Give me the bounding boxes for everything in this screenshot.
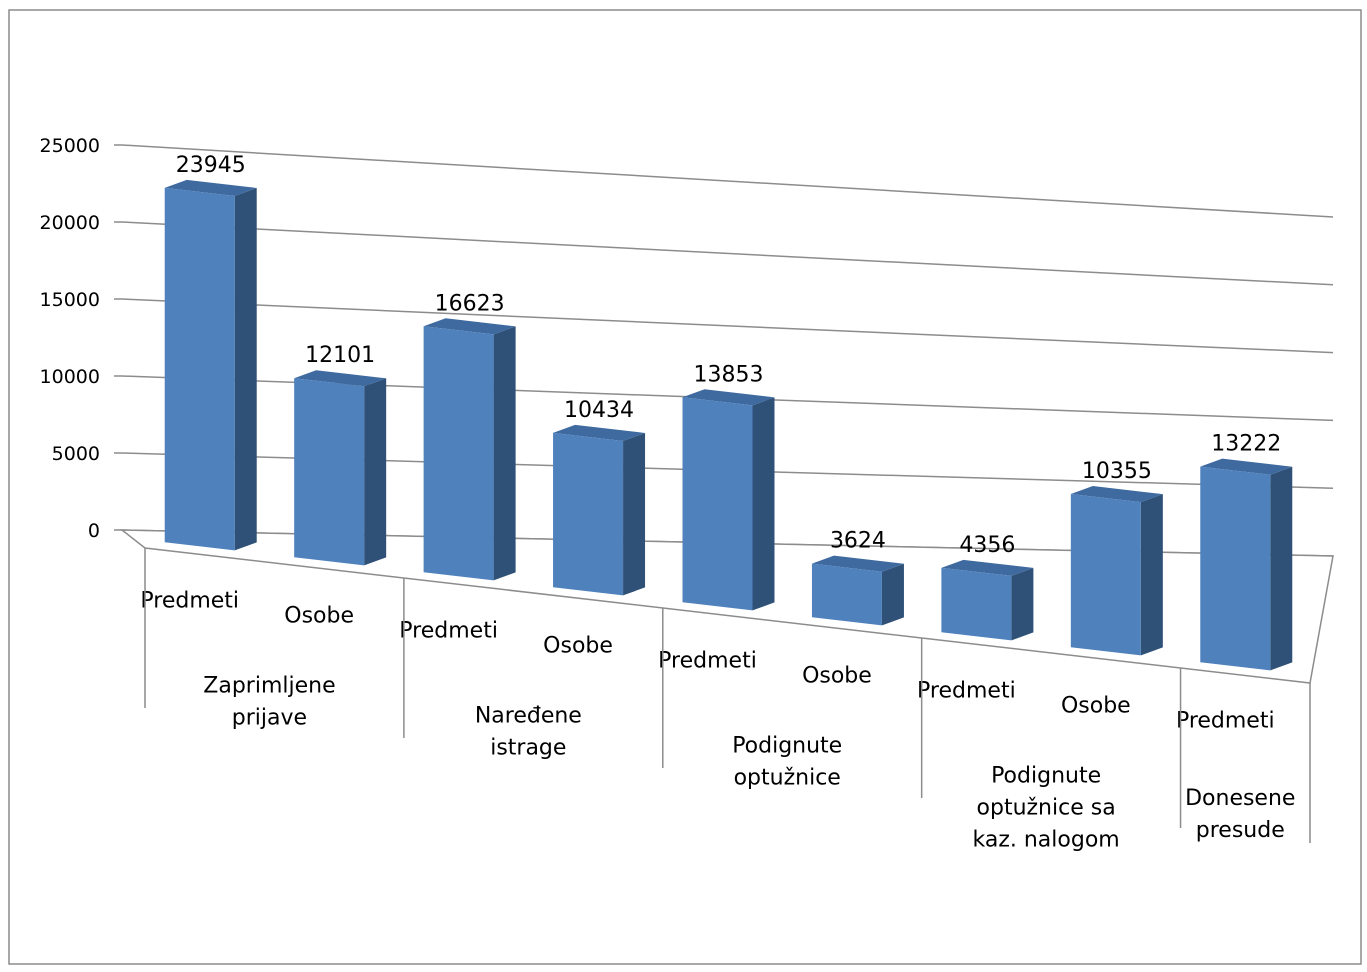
data-label: 13853 xyxy=(694,362,764,387)
y-tick-label: 20000 xyxy=(40,212,100,234)
bar-side xyxy=(493,326,516,581)
bar xyxy=(1200,458,1293,671)
bar-side xyxy=(623,432,646,596)
y-tick-label: 0 xyxy=(88,520,100,542)
bar-front xyxy=(1070,494,1141,656)
group-label: optužnice xyxy=(734,765,841,790)
bar-top xyxy=(553,424,646,441)
data-label: 23945 xyxy=(176,153,246,178)
bar-front xyxy=(941,567,1012,641)
bar-side xyxy=(364,378,387,566)
y-axis-ticks: 0 5000 10000 15000 20000 25000 xyxy=(40,135,122,542)
category-label: Predmeti xyxy=(399,619,498,644)
bar-side xyxy=(881,563,904,626)
group-labels: Zaprimljene prijave Naređene istrage Podignu… xyxy=(144,548,1311,852)
bar-top xyxy=(164,179,257,197)
bar-top xyxy=(1200,458,1293,475)
group-label: Donesene xyxy=(1185,786,1295,811)
category-label: Predmeti xyxy=(658,649,757,674)
bar xyxy=(682,389,775,611)
category-label: Osobe xyxy=(802,664,872,689)
category-label: Predmeti xyxy=(1176,709,1275,734)
y-tick-label: 15000 xyxy=(40,289,100,311)
bar-front xyxy=(294,378,365,566)
bar xyxy=(294,370,387,566)
bar-top xyxy=(294,370,387,387)
category-label: Osobe xyxy=(1061,694,1131,719)
bar xyxy=(811,555,904,626)
bar-front xyxy=(811,563,882,626)
data-label: 10434 xyxy=(564,398,634,423)
y-tick-label: 5000 xyxy=(52,443,100,465)
bar-front xyxy=(553,432,624,596)
data-label: 3624 xyxy=(830,529,886,554)
bar-top xyxy=(811,555,904,572)
bar-front xyxy=(164,187,235,551)
data-label: 10355 xyxy=(1082,459,1152,484)
bar-front xyxy=(423,326,494,581)
bar-top xyxy=(423,318,516,335)
bar-side xyxy=(1011,567,1034,641)
group-label: Podignute xyxy=(991,763,1101,788)
category-label: Predmeti xyxy=(140,589,239,614)
bar-front xyxy=(682,397,753,611)
bar-side xyxy=(234,188,257,551)
data-label: 16623 xyxy=(435,291,505,316)
data-labels: 23945 12101 16623 10434 13853 3624 4356 10355 13… xyxy=(176,153,1282,558)
bar-side xyxy=(1140,494,1163,656)
bar-side xyxy=(1270,466,1293,671)
data-label: 13222 xyxy=(1211,432,1281,457)
data-label: 12101 xyxy=(305,343,375,368)
bar-top xyxy=(941,559,1034,576)
bars xyxy=(164,179,1293,671)
data-label: 4356 xyxy=(959,533,1015,558)
bar xyxy=(1070,486,1163,656)
gridline xyxy=(121,298,1334,354)
bar-front xyxy=(1200,466,1271,671)
bar xyxy=(553,424,646,596)
group-label: prijave xyxy=(232,705,307,730)
category-labels: Predmeti Osobe Predmeti Osobe Predmeti Osobe P… xyxy=(140,589,1274,734)
bar xyxy=(423,318,516,581)
group-label: Podignute xyxy=(732,733,842,758)
y-tick-label: 10000 xyxy=(40,366,100,388)
group-label: Zaprimljene xyxy=(203,673,335,698)
category-label: Osobe xyxy=(543,634,613,659)
group-label: optužnice sa xyxy=(977,795,1116,820)
gridline xyxy=(121,144,1334,218)
bar xyxy=(941,559,1034,641)
bar-side xyxy=(752,397,775,611)
group-label: Naređene xyxy=(475,703,582,728)
category-label: Osobe xyxy=(284,604,354,629)
group-label: istrage xyxy=(490,735,566,760)
y-tick-label: 25000 xyxy=(40,135,100,157)
group-label: kaz. nalogom xyxy=(972,827,1119,852)
bar-top xyxy=(1070,486,1163,503)
category-label: Predmeti xyxy=(917,679,1016,704)
bar xyxy=(164,179,257,551)
bar-top xyxy=(682,389,775,406)
group-label: presude xyxy=(1196,818,1285,843)
gridline xyxy=(121,221,1334,286)
